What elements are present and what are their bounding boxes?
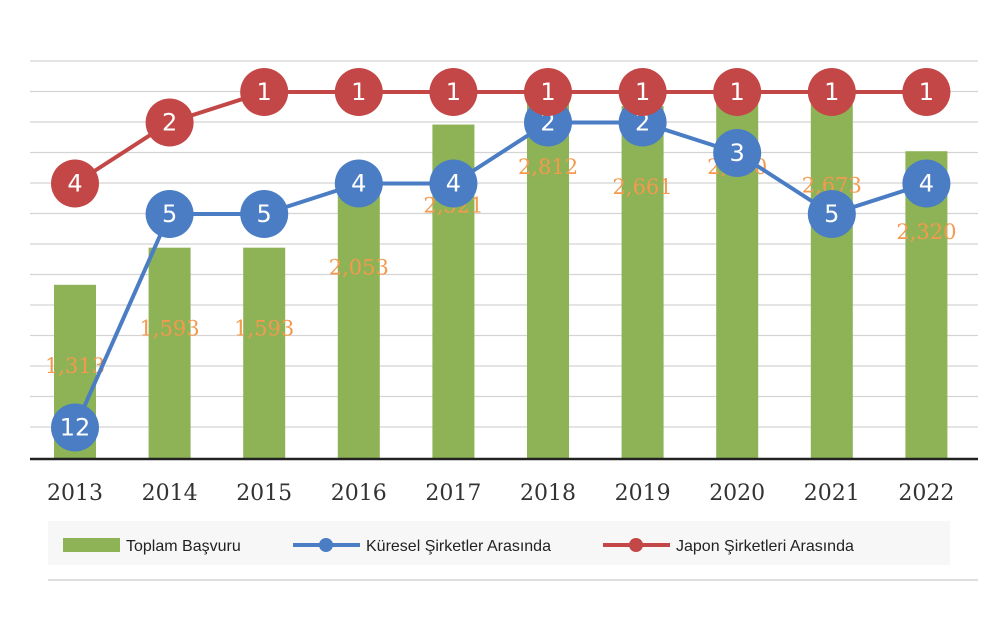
global-rank-marker	[145, 190, 194, 238]
x-tick-label: 2016	[331, 481, 387, 506]
bar-value-label: 2,320	[896, 220, 956, 244]
japan-rank-marker	[618, 68, 667, 116]
bar-value-label: 2,661	[613, 175, 673, 199]
japan-rank-rank-label: 4	[67, 170, 82, 198]
bar-2021	[810, 104, 853, 459]
japan-rank-rank-label: 1	[635, 78, 650, 106]
global-rank-marker	[429, 159, 478, 208]
legend-label: Japon Şirketleri Arasında	[676, 538, 854, 555]
japan-rank-rank-label: 1	[730, 78, 745, 106]
japan-rank-marker	[524, 68, 572, 116]
global-rank-rank-label: 12	[60, 414, 91, 442]
global-rank-rank-label: 3	[730, 139, 745, 167]
legend: Toplam Başvuru Küresel Şirketler Arasında…	[48, 521, 978, 581]
japan-rank-marker	[240, 68, 289, 116]
japan-rank-rank-label: 2	[162, 109, 177, 137]
legend-swatch-japan-marker	[629, 538, 643, 552]
bars	[54, 85, 948, 460]
global-rank-marker	[240, 190, 289, 238]
x-tick-label: 2018	[520, 481, 576, 506]
bar-2016	[337, 186, 380, 460]
legend-swatch-global-marker	[319, 538, 333, 552]
japan-rank-marker	[807, 68, 856, 116]
japan-rank-rank-label: 1	[446, 78, 461, 106]
x-tick-label: 2014	[142, 481, 198, 506]
global-rank-line	[73, 120, 928, 429]
japan-rank-marker	[51, 159, 99, 208]
japan-rank-marker	[902, 68, 951, 116]
global-rank-marker	[807, 190, 856, 238]
x-axis: 2013 2014 2015 2016 2017 2018 2019 2020 2021 2022	[30, 457, 978, 506]
japan-rank-rank-label: 1	[919, 78, 934, 106]
global-rank-rank-label: 4	[919, 170, 934, 198]
legend-swatch-bar	[63, 538, 120, 552]
global-rank-marker	[902, 159, 951, 208]
legend-label: Küresel Şirketler Arasında	[366, 538, 551, 555]
bar-2014	[148, 247, 191, 459]
japan-rank-marker	[145, 98, 194, 147]
bar-value-label: 1,313	[45, 354, 105, 378]
global-rank-rank-label: 4	[351, 170, 366, 198]
bar-value-label: 2,053	[329, 256, 389, 280]
x-tick-label: 2015	[236, 481, 292, 506]
global-rank-rank-label: 5	[257, 200, 272, 228]
legend-box	[48, 521, 950, 565]
japan-rank-rank-label: 1	[257, 78, 272, 106]
global-rank-rank-label: 5	[162, 200, 177, 228]
bar-value-label: 1,593	[234, 317, 294, 341]
bar-2018	[527, 85, 569, 459]
x-tick-label: 2017	[425, 481, 481, 506]
japan-rank-marker	[713, 68, 762, 116]
global-rank-rank-label: 5	[824, 200, 839, 228]
japan-rank-marker	[429, 68, 478, 116]
bar-2015	[243, 247, 286, 459]
x-tick-label: 2020	[709, 481, 765, 506]
japan-rank-line	[73, 90, 927, 186]
legend-label: Toplam Başvuru	[126, 538, 241, 555]
japan-rank-rank-label: 1	[824, 78, 839, 106]
x-tick-label: 2021	[804, 481, 860, 506]
x-tick-label: 2013	[47, 481, 103, 506]
japan-rank-marker	[334, 68, 383, 116]
x-tick-label: 2022	[898, 481, 954, 506]
bar-value-label: 1,593	[140, 317, 200, 341]
global-rank-marker	[334, 159, 383, 208]
bar-value-label: 2,812	[518, 155, 578, 179]
global-rank-marker	[713, 129, 762, 177]
global-rank-marker	[51, 403, 99, 452]
japan-rank-rank-label: 1	[351, 78, 366, 106]
japan-rank-rank-label: 1	[540, 78, 555, 106]
x-tick-label: 2019	[615, 481, 671, 506]
global-rank-rank-label: 4	[446, 170, 461, 198]
bar-2019	[621, 105, 664, 459]
